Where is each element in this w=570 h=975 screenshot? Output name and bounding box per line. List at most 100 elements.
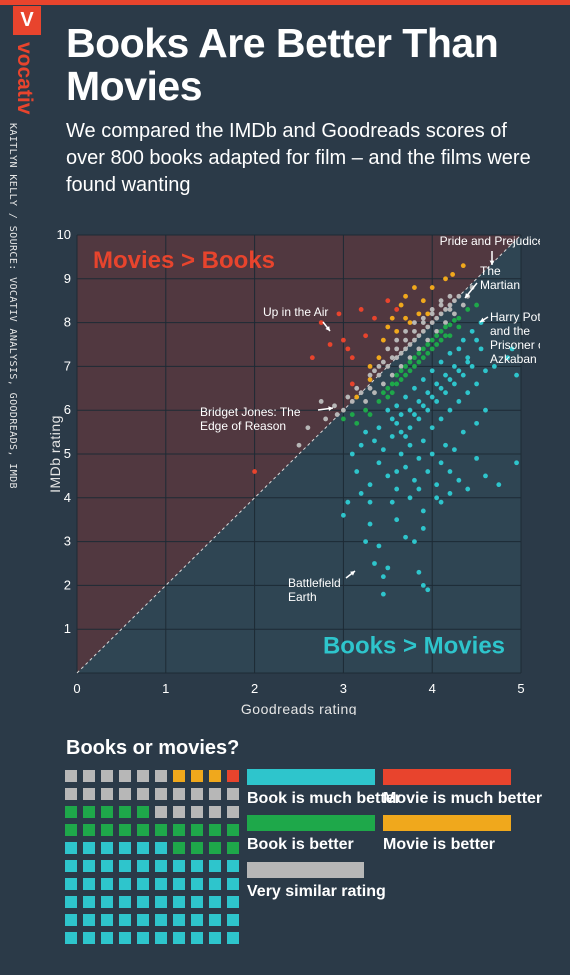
data-point-book-much-better [385,565,391,571]
waffle-cell [155,788,167,800]
waffle-cell [155,878,167,890]
legend-similar: Very similar rating [247,883,386,900]
data-point-book-much-better [429,394,435,400]
waffle-cell [119,806,131,818]
swatch-movie-much-better [383,769,511,785]
data-point-book-much-better [394,420,400,426]
data-point-book-much-better [385,407,391,413]
y-axis-label: IMDb rating [47,415,63,493]
data-point-book-better [363,407,368,413]
legend-movie-better: Movie is better [383,836,496,853]
data-point-similar [398,364,404,369]
waffle-cell [191,842,203,854]
y-tick-label: 7 [64,358,71,373]
data-point-similar [363,399,368,404]
data-point-book-much-better [425,390,431,396]
waffle-cell [227,878,239,890]
data-point-book-better [389,390,395,396]
x-tick-label: 3 [340,681,347,696]
waffle-cell [137,878,149,890]
data-point-similar [389,355,395,361]
data-point-book-much-better [483,407,488,413]
data-point-similar [394,337,400,343]
waffle-chart [65,770,239,944]
data-point-book-much-better [380,591,386,597]
data-point-movie-better [429,285,435,290]
y-tick-label: 10 [57,227,71,242]
data-point-similar [460,302,466,308]
waffle-cell [119,878,131,890]
data-point-book-much-better [429,368,435,374]
waffle-cell [209,896,221,908]
data-point-book-better [376,399,382,404]
data-point-similar [367,385,373,391]
waffle-cell [65,878,77,890]
y-tick-label: 2 [64,577,71,592]
top-accent-bar [0,0,570,5]
data-point-book-much-better [420,526,426,531]
waffle-cell [227,842,239,854]
data-point-similar [332,403,337,409]
x-tick-label: 5 [517,681,524,696]
page-title: Books Are Better Than Movies [66,20,499,109]
data-point-similar [447,302,453,308]
waffle-cell [227,860,239,872]
data-point-similar [443,320,448,325]
vocativ-logo: V [13,6,41,35]
data-point-book-much-better [394,486,400,492]
data-point-similar [354,385,360,391]
waffle-cell [119,824,131,836]
x-axis-label: Goodreads rating [241,701,357,715]
data-point-similar [318,399,324,404]
swatch-similar [247,862,364,878]
y-tick-label: 4 [64,490,71,505]
data-point-book-much-better [372,561,377,566]
waffle-cell [155,842,167,854]
data-point-book-better [443,333,448,339]
data-point-similar [429,320,435,325]
data-point-similar [456,293,462,299]
data-point-book-much-better [358,442,364,448]
annotation-label: Bridget Jones: The Edge of Reason [200,405,301,433]
data-point-book-better [412,364,417,369]
data-point-similar [345,394,351,400]
waffle-cell [227,806,239,818]
data-point-similar [385,364,391,369]
data-point-book-much-better [412,385,417,391]
data-point-book-much-better [491,364,497,369]
data-point-similar [420,320,426,325]
data-point-book-better [429,346,435,352]
data-point-book-better [429,337,435,343]
legend-title: Books or movies? [66,737,240,759]
waffle-cell [101,878,113,890]
waffle-cell [173,806,185,818]
waffle-cell [137,932,149,944]
data-point-book-much-better [438,385,444,391]
data-point-book-better [403,364,408,369]
data-point-book-better [341,416,346,422]
data-point-movie-much-better [394,307,400,312]
data-point-similar [403,328,408,334]
data-point-book-much-better [380,574,386,580]
data-point-book-much-better [425,407,431,413]
data-point-similar [385,346,391,352]
waffle-cell [65,932,77,944]
legend-book-much-better: Book is much better [247,790,401,807]
waffle-cell [101,914,113,926]
data-point-book-better [416,359,422,365]
data-point-book-much-better [389,499,395,505]
data-point-similar [452,298,457,304]
data-point-book-much-better [474,337,479,343]
data-point-similar [380,381,386,387]
waffle-cell [173,824,185,836]
data-point-book-much-better [443,442,448,448]
data-point-book-much-better [452,447,457,453]
data-point-book-much-better [403,394,408,400]
data-point-similar [380,359,386,365]
data-point-movie-better [367,377,373,382]
data-point-similar [447,307,453,312]
data-point-book-better [420,355,426,361]
waffle-cell [155,914,167,926]
waffle-cell [155,932,167,944]
